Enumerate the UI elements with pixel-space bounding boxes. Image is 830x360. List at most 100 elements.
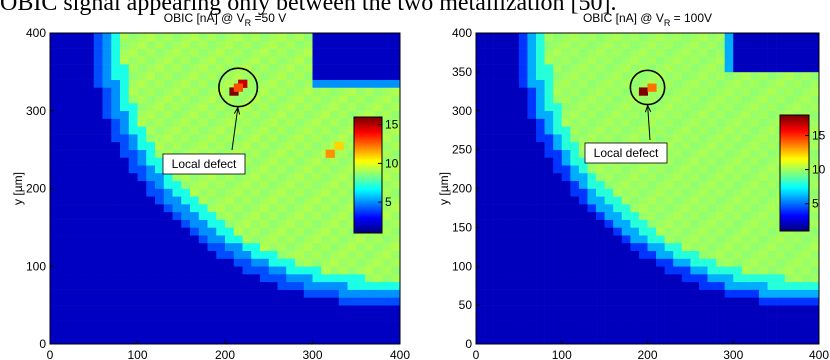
heatmap-cell [698, 328, 708, 337]
heatmap-cell [251, 320, 261, 329]
heatmap-cell [698, 64, 708, 73]
heatmap-cell [681, 33, 691, 42]
heatmap-cell [733, 211, 743, 220]
heatmap-cell [181, 95, 191, 104]
heatmap-cell [510, 242, 520, 252]
heatmap-cell [587, 235, 597, 244]
heatmap-cell [146, 235, 156, 244]
heatmap-cell [724, 266, 734, 275]
heatmap-cell [382, 312, 392, 321]
heatmap-cell [784, 250, 794, 259]
heatmap-cell [810, 188, 820, 197]
heatmap-cell [172, 274, 182, 283]
heatmap-cell [673, 211, 683, 220]
heatmap-cell [190, 312, 200, 321]
heatmap-cell [172, 242, 182, 252]
heatmap-cell [365, 64, 375, 73]
heatmap-cell [493, 56, 503, 65]
heatmap-cell [570, 328, 580, 337]
heatmap-cell [604, 165, 614, 174]
heatmap-cell [801, 71, 811, 80]
heatmap-cell [260, 188, 270, 197]
heatmap-cell [698, 266, 708, 275]
heatmap-cell [225, 274, 235, 283]
heatmap-cell [553, 235, 563, 244]
heatmap-cell [758, 227, 768, 236]
heatmap-cell [698, 157, 708, 166]
heatmap-cell [76, 71, 86, 80]
colorbar-tick-label: 10 [385, 156, 399, 170]
heatmap-cell [638, 134, 648, 143]
heatmap-cell [476, 165, 485, 174]
heatmap-cell [198, 328, 208, 337]
heatmap-cell [510, 126, 520, 135]
heatmap-cell [146, 328, 156, 337]
heatmap-cell [527, 336, 537, 345]
heatmap-cell [570, 71, 580, 80]
heatmap-cell [673, 126, 683, 135]
heatmap-cell [536, 297, 545, 306]
heatmap-cell [207, 134, 217, 143]
heatmap-cell [330, 211, 340, 220]
heatmap-cell [286, 204, 296, 213]
heatmap-cell [613, 258, 623, 267]
heatmap-cell [260, 141, 270, 150]
heatmap-cell [207, 118, 217, 127]
heatmap-cell [137, 227, 147, 236]
colorbar-segment [780, 195, 809, 198]
heatmap-cell [128, 149, 138, 158]
heatmap-cell [750, 110, 760, 119]
colorbar-segment [354, 217, 382, 220]
heatmap-cell [163, 188, 173, 197]
heatmap-cell [146, 118, 156, 127]
heatmap-cell [750, 242, 760, 252]
heatmap-cell [613, 219, 623, 228]
heatmap-cell [510, 204, 520, 213]
colorbar-segment [354, 209, 382, 212]
heatmap-cell [198, 305, 208, 314]
colorbar-segment [354, 153, 382, 156]
heatmap-cell [621, 188, 631, 197]
heatmap-cell [758, 219, 768, 228]
heatmap-cell [207, 336, 217, 345]
heatmap-cell [373, 274, 383, 283]
heatmap-cell [85, 87, 95, 96]
heatmap-cell [656, 118, 665, 127]
heatmap-cell [793, 64, 803, 73]
heatmap-cell [510, 250, 520, 259]
heatmap-cell [321, 110, 331, 119]
heatmap-cell [85, 266, 95, 275]
heatmap-cell [484, 157, 494, 166]
heatmap-cell [647, 328, 657, 337]
heatmap-cell [476, 328, 485, 337]
heatmap-cell [750, 56, 760, 65]
heatmap-cell [242, 95, 252, 104]
heatmap-cell [758, 64, 768, 73]
heatmap-cell [163, 242, 173, 252]
heatmap-cell [681, 95, 691, 104]
heatmap-cell [621, 33, 631, 42]
heatmap-cell [251, 266, 261, 275]
heatmap-cell [225, 219, 235, 228]
heatmap-cell [251, 64, 261, 73]
heatmap-cell [707, 79, 717, 88]
heatmap-cell [510, 48, 520, 57]
heatmap-cell [527, 180, 537, 189]
heatmap-cell [67, 172, 77, 182]
heatmap-cell [578, 258, 588, 267]
heatmap-cell [172, 227, 182, 236]
heatmap-cell [733, 289, 743, 298]
heatmap-cell [312, 281, 322, 290]
heatmap-cell [801, 289, 811, 298]
heatmap-cell [716, 242, 725, 252]
colorbar-segment [354, 211, 382, 214]
heatmap-cell [570, 211, 580, 220]
heatmap-cell [758, 188, 768, 197]
heatmap-cell [330, 274, 340, 283]
heatmap-cell [750, 219, 760, 228]
heatmap-cell [613, 188, 623, 197]
colorbar-segment [780, 187, 809, 190]
heatmap-cell [536, 211, 545, 220]
heatmap-cell [260, 33, 270, 42]
heatmap-cell [58, 235, 68, 244]
